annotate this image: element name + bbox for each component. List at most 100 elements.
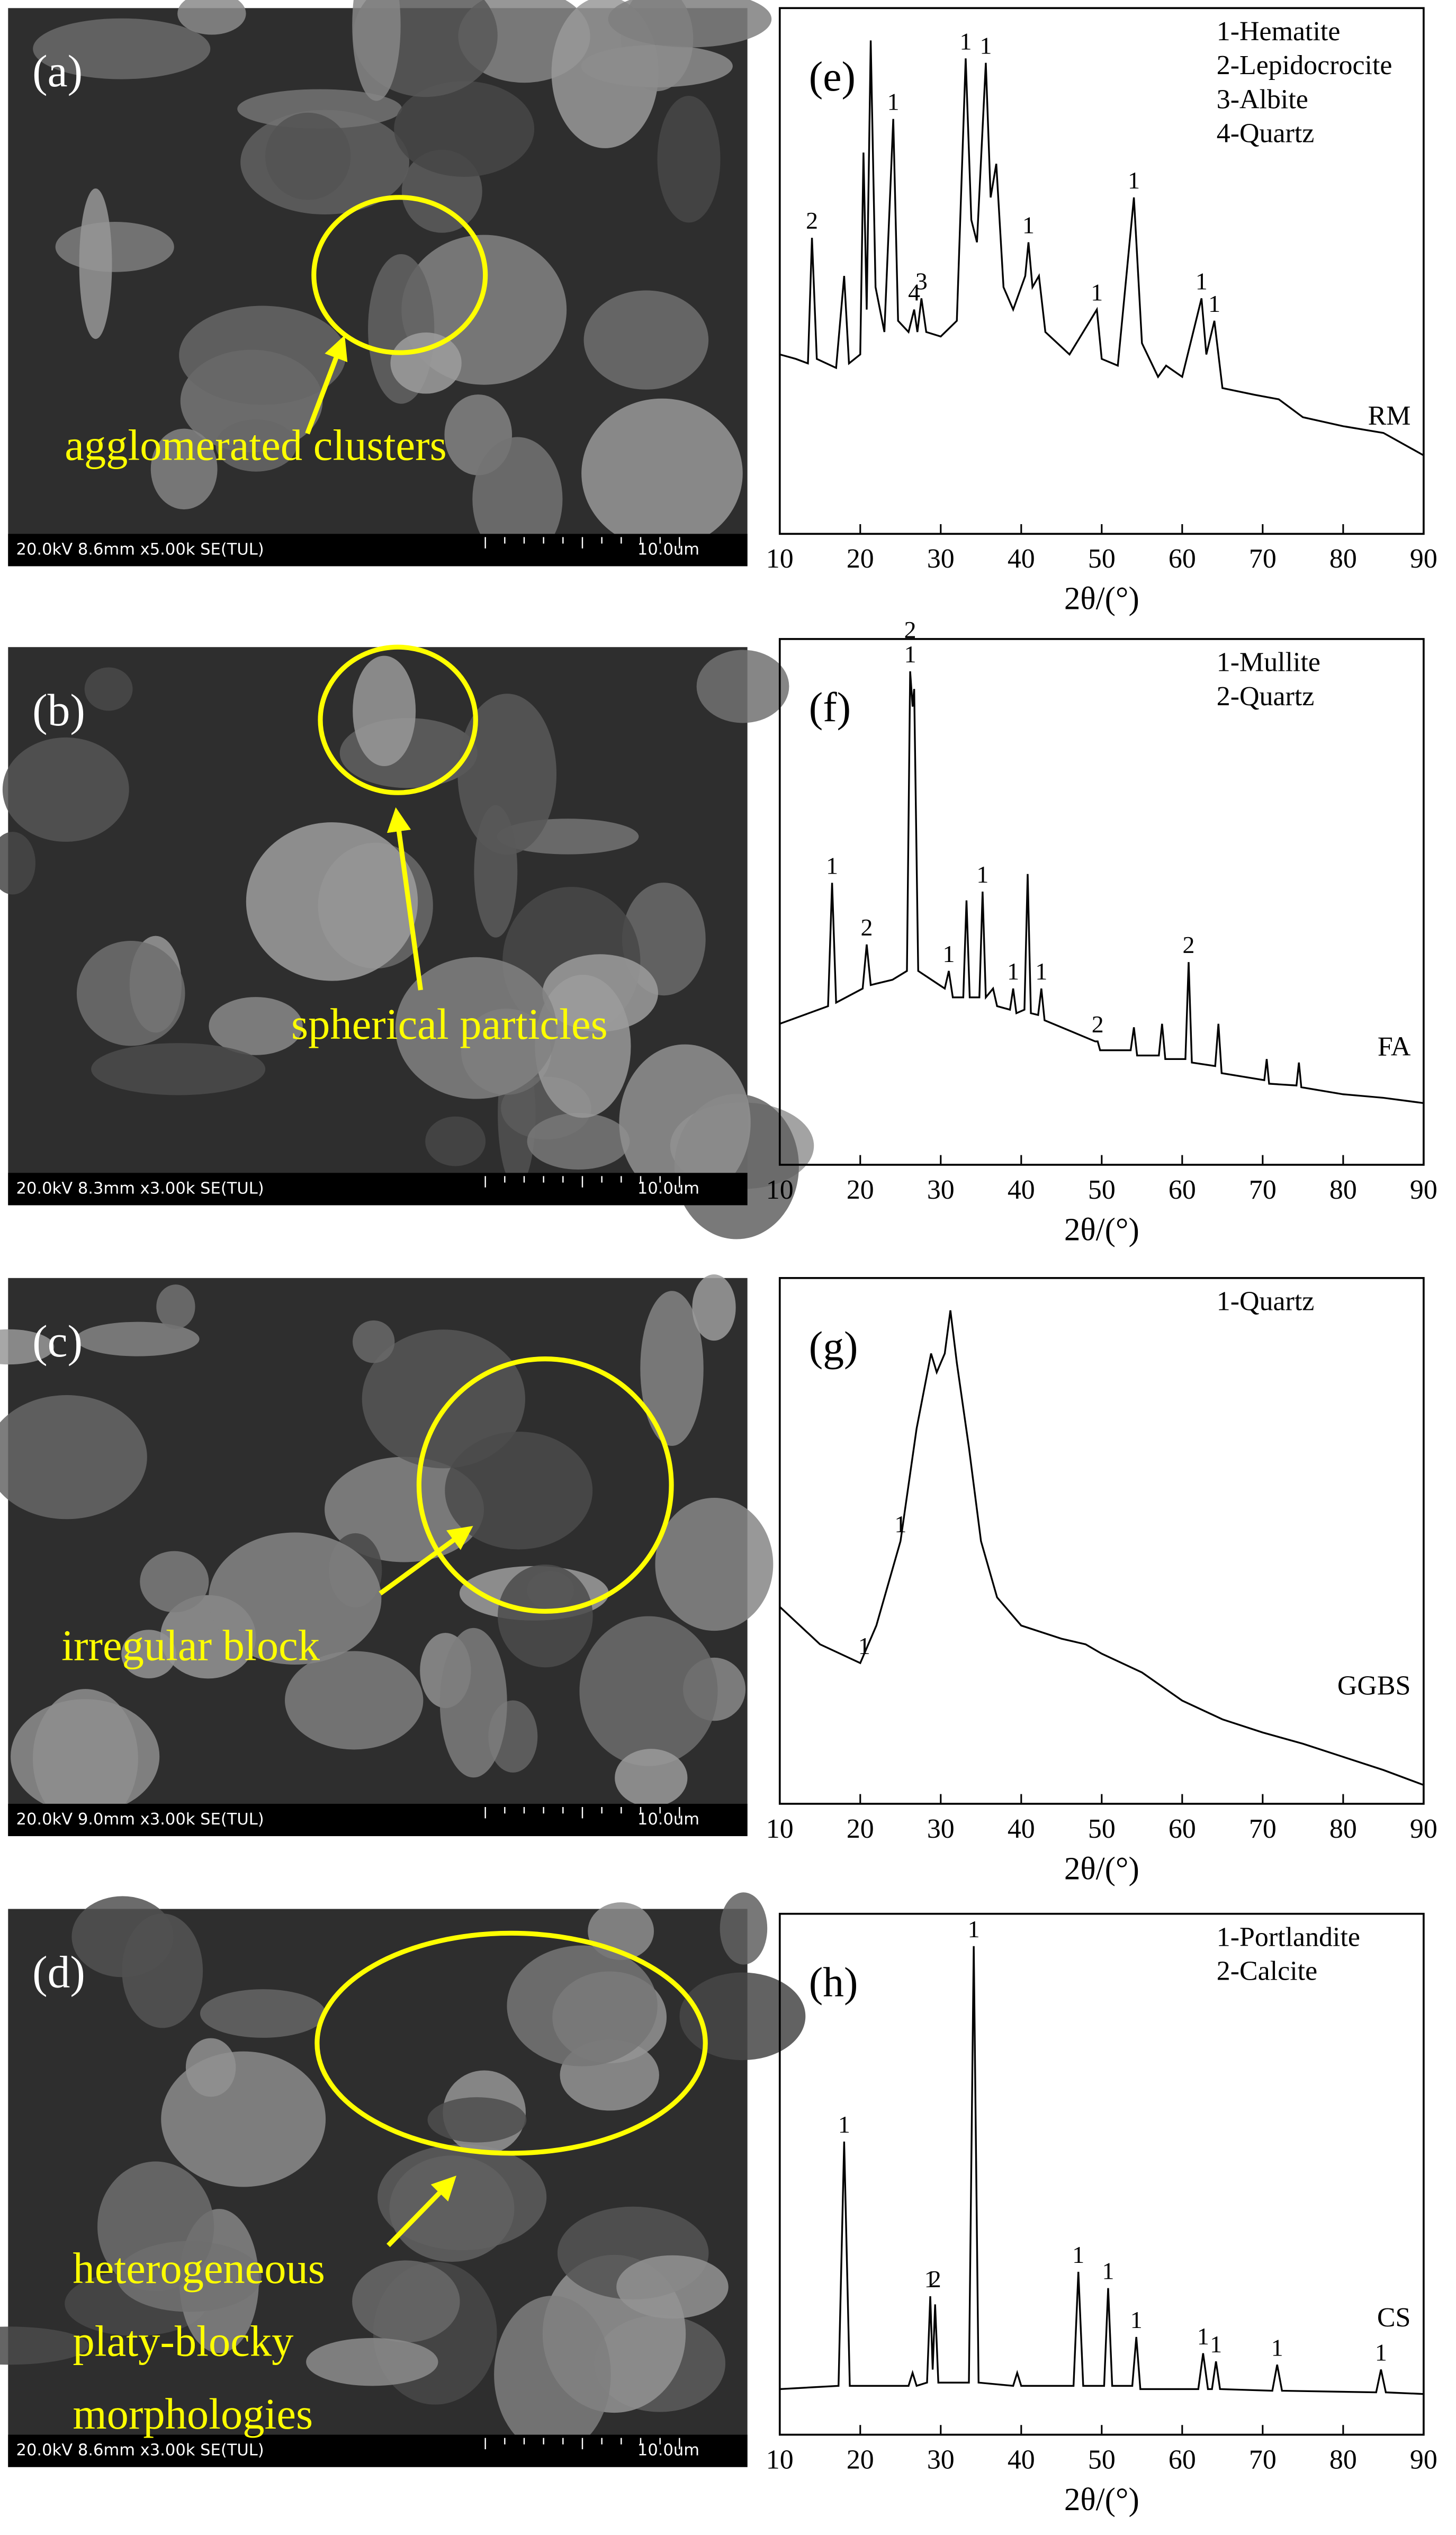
sem-scale: 10.0um xyxy=(637,2441,699,2460)
peak-label: 1 xyxy=(1210,2331,1222,2358)
x-tick-label: 90 xyxy=(1410,1814,1437,1844)
sem-info: 20.0kV 8.3mm x3.00k SE(TUL) xyxy=(16,1179,264,1198)
particle xyxy=(265,112,351,200)
peak-label: 1 xyxy=(1091,279,1103,306)
sem-info: 20.0kV 8.6mm x5.00k SE(TUL) xyxy=(16,540,264,559)
particle xyxy=(472,437,563,561)
peak-label: 1 xyxy=(979,32,992,59)
peak-label: 1 xyxy=(887,88,900,115)
x-tick-label: 70 xyxy=(1249,1814,1277,1844)
sem-scale: 10.0um xyxy=(637,1179,699,1198)
legend-entry: 1-Quartz xyxy=(1217,1287,1315,1317)
x-tick-label: 90 xyxy=(1410,2444,1437,2475)
highlight-ellipse xyxy=(314,1930,708,2156)
peak-label: 1 xyxy=(1072,2241,1084,2268)
particle xyxy=(353,1320,395,1363)
annotation: platy-blocky xyxy=(73,2316,294,2365)
x-tick-label: 50 xyxy=(1088,1814,1116,1844)
annotation: heterogeneous xyxy=(73,2244,325,2293)
x-tick-label: 50 xyxy=(1088,544,1116,574)
x-tick-label: 40 xyxy=(1008,2444,1035,2475)
particle xyxy=(527,1113,630,1170)
peak-label: 1 xyxy=(1196,268,1208,295)
legend-entry: 3-Albite xyxy=(1217,84,1308,114)
x-tick-label: 80 xyxy=(1329,544,1357,574)
particle xyxy=(161,2051,326,2187)
annotation: irregular block xyxy=(61,1621,320,1670)
peak-label: 1 xyxy=(1197,2323,1209,2350)
panel-label: (f) xyxy=(809,685,851,731)
xrd-curve xyxy=(779,40,1424,456)
particle xyxy=(237,89,402,129)
particle xyxy=(616,2255,729,2319)
panel-label: (h) xyxy=(809,1959,858,2006)
x-tick-label: 20 xyxy=(847,1175,874,1205)
peak-label: 2 xyxy=(929,2266,941,2293)
peak-label: 1 xyxy=(1130,2306,1143,2333)
x-tick-label: 60 xyxy=(1169,2444,1196,2475)
particle xyxy=(439,1628,507,1778)
particle xyxy=(215,419,296,472)
particle xyxy=(306,2338,438,2386)
particle xyxy=(140,1551,209,1613)
particle xyxy=(76,940,185,1046)
x-tick-label: 90 xyxy=(1410,544,1437,574)
particle xyxy=(395,957,557,1099)
particle xyxy=(0,1329,55,1365)
x-tick-label: 10 xyxy=(766,544,794,574)
legend-entry: 2-Calcite xyxy=(1217,1956,1317,1986)
particle xyxy=(457,694,557,855)
x-tick-label: 30 xyxy=(927,1175,955,1205)
arrow xyxy=(387,807,423,991)
x-tick-label: 30 xyxy=(927,2444,955,2475)
particle xyxy=(619,1044,751,1201)
xrd-curve xyxy=(779,1946,1424,2395)
particle xyxy=(445,1432,593,1550)
legend-entry: 2-Lepidocrocite xyxy=(1217,50,1392,80)
sem-info-bar xyxy=(8,1803,748,1837)
peak-label: 1 xyxy=(1007,958,1019,985)
peak-label: 1 xyxy=(943,940,955,967)
x-tick-label: 60 xyxy=(1169,544,1196,574)
x-tick-label: 30 xyxy=(927,1814,955,1844)
x-tick-label: 40 xyxy=(1008,544,1035,574)
arrow xyxy=(379,1526,473,1596)
peak-label: 1 xyxy=(1102,2258,1115,2285)
peak-label: 1 xyxy=(1128,167,1140,194)
x-axis-label: 2θ/(°) xyxy=(1064,581,1139,617)
particle xyxy=(542,954,658,1032)
particle xyxy=(352,0,401,101)
particle xyxy=(352,2260,460,2343)
particle xyxy=(696,650,789,723)
sem-scale: 10.0um xyxy=(637,540,699,559)
panel-label: (b) xyxy=(32,685,85,735)
peak-label: 3 xyxy=(915,268,928,295)
particle xyxy=(97,2161,214,2291)
x-tick-label: 80 xyxy=(1329,1175,1357,1205)
x-tick-label: 40 xyxy=(1008,1175,1035,1205)
particle xyxy=(720,1892,768,1965)
highlight-ellipse xyxy=(318,644,478,795)
particle xyxy=(640,1291,704,1446)
x-tick-label: 80 xyxy=(1329,1814,1357,1844)
plot-frame xyxy=(778,1277,1425,1805)
particle xyxy=(581,44,733,87)
x-tick-label: 70 xyxy=(1249,1175,1277,1205)
particle xyxy=(579,1616,718,1766)
x-tick-label: 40 xyxy=(1008,1814,1035,1844)
highlight-ellipse xyxy=(311,195,488,355)
x-tick-label: 70 xyxy=(1249,2444,1277,2475)
x-tick-label: 70 xyxy=(1249,544,1277,574)
peak-label: 1 xyxy=(826,852,838,879)
particle xyxy=(362,1329,525,1469)
particle xyxy=(84,667,133,711)
particle xyxy=(494,2296,611,2453)
x-tick-label: 20 xyxy=(847,544,874,574)
x-axis-label: 2θ/(°) xyxy=(1064,2482,1139,2518)
legend-entry: 4-Quartz xyxy=(1217,119,1315,149)
peak-label: 1 xyxy=(1271,2334,1283,2361)
sample-label: RM xyxy=(1368,401,1411,431)
particle xyxy=(91,1043,266,1095)
